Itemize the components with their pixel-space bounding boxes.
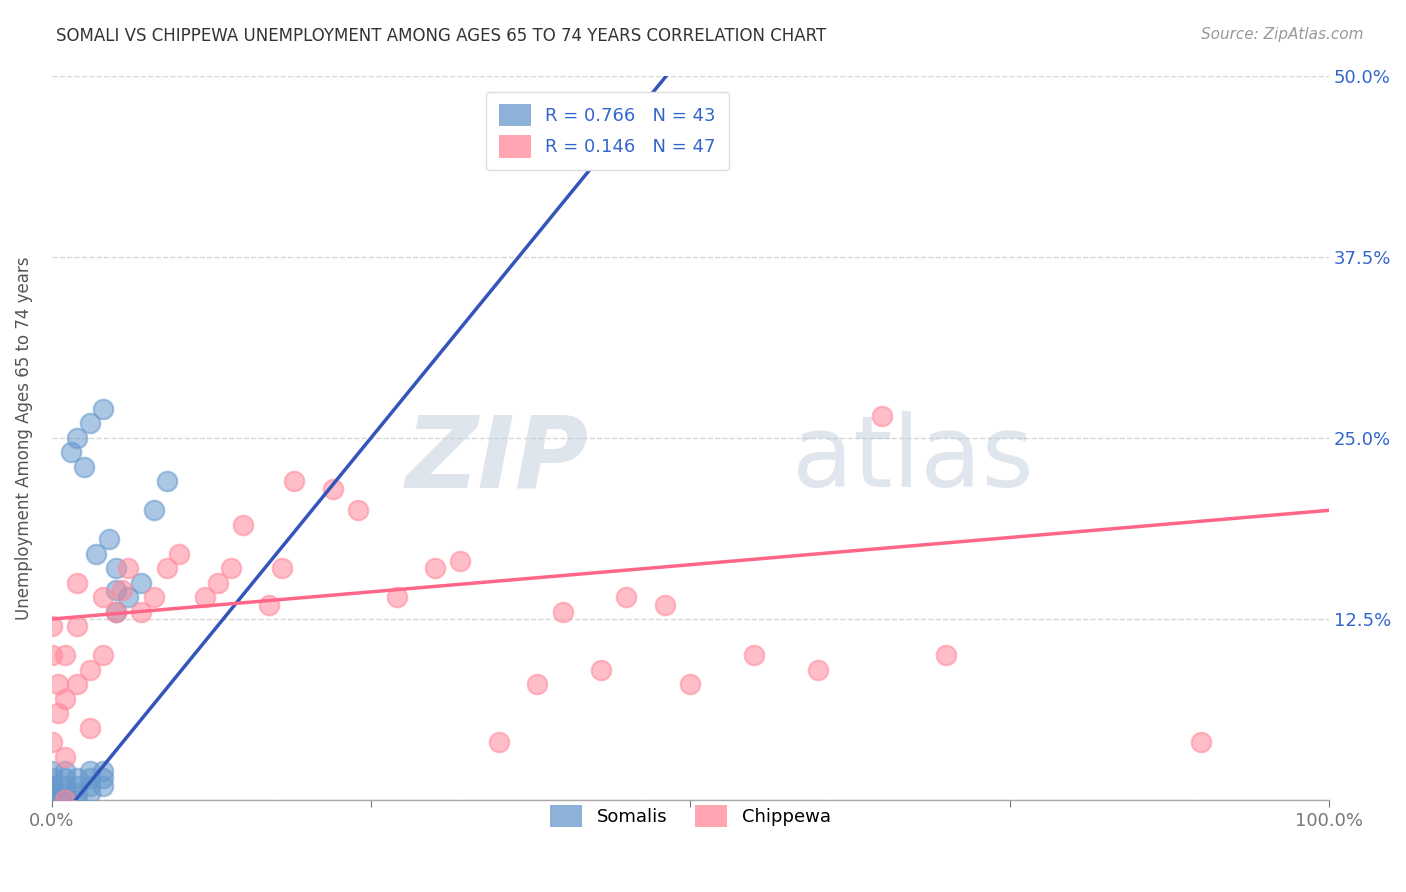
Point (66, 431, 89, 445)
Text: ZIP: ZIP (405, 411, 588, 508)
Point (156, 475, 179, 489)
Point (66, 575, 89, 590)
Point (423, 561, 446, 575)
Point (53, 793, 76, 807)
Point (589, 663, 612, 677)
Point (219, 561, 242, 575)
Point (654, 598, 676, 612)
Point (53, 749, 76, 764)
Point (232, 517, 254, 532)
Point (169, 547, 191, 561)
Point (41, 648, 63, 663)
Point (322, 482, 344, 496)
Point (156, 561, 179, 575)
Point (142, 591, 165, 605)
Point (270, 561, 292, 575)
Point (207, 575, 229, 590)
Point (46, 677, 69, 691)
Point (117, 561, 139, 575)
Point (129, 575, 152, 590)
Point (104, 605, 127, 619)
Point (53, 764, 76, 779)
Point (257, 598, 280, 612)
Point (616, 591, 638, 605)
Point (41, 772, 63, 786)
Point (66, 786, 89, 800)
Point (91, 401, 114, 416)
Point (66, 793, 89, 807)
Point (41, 793, 63, 807)
Point (551, 605, 574, 619)
Point (41, 779, 63, 793)
Point (742, 648, 765, 663)
Text: SOMALI VS CHIPPEWA UNEMPLOYMENT AMONG AGES 65 TO 74 YEARS CORRELATION CHART: SOMALI VS CHIPPEWA UNEMPLOYMENT AMONG AG… (56, 27, 827, 45)
Point (79, 663, 101, 677)
Point (347, 503, 370, 517)
Point (41, 793, 63, 807)
Point (41, 793, 63, 807)
Point (91, 591, 114, 605)
Point (79, 721, 101, 735)
Point (98, 533, 121, 547)
Point (129, 605, 152, 619)
Point (79, 772, 101, 786)
Point (488, 735, 510, 749)
Point (53, 793, 76, 807)
Point (194, 591, 217, 605)
Point (91, 779, 114, 793)
Point (41, 793, 63, 807)
Point (104, 582, 127, 597)
Point (53, 786, 76, 800)
Point (870, 409, 893, 424)
Point (79, 417, 101, 431)
Y-axis label: Unemployment Among Ages 65 to 74 years: Unemployment Among Ages 65 to 74 years (15, 256, 32, 620)
Point (53, 691, 76, 706)
Point (104, 605, 127, 619)
Point (142, 503, 165, 517)
Point (79, 779, 101, 793)
Point (41, 619, 63, 633)
Point (53, 648, 76, 663)
Point (104, 561, 127, 575)
Point (41, 786, 63, 800)
Point (66, 779, 89, 793)
Text: Source: ZipAtlas.com: Source: ZipAtlas.com (1201, 27, 1364, 42)
Point (53, 779, 76, 793)
Point (46, 706, 69, 721)
Point (79, 786, 101, 800)
Point (679, 677, 702, 691)
Point (91, 764, 114, 779)
Point (59, 445, 82, 459)
Point (41, 786, 63, 800)
Point (66, 619, 89, 633)
Point (91, 772, 114, 786)
Point (526, 677, 548, 691)
Point (66, 772, 89, 786)
Point (117, 591, 139, 605)
Point (41, 793, 63, 807)
Point (86, 547, 108, 561)
Point (41, 779, 63, 793)
Point (66, 677, 89, 691)
Point (41, 793, 63, 807)
Point (935, 648, 957, 663)
Point (91, 648, 114, 663)
Point (807, 663, 830, 677)
Point (73, 459, 96, 474)
Point (41, 764, 63, 779)
Text: atlas: atlas (793, 411, 1033, 508)
Point (53, 772, 76, 786)
Point (79, 764, 101, 779)
Point (385, 591, 408, 605)
Point (41, 735, 63, 749)
Legend: Somalis, Chippewa: Somalis, Chippewa (543, 798, 838, 835)
Point (449, 554, 471, 568)
Point (111, 582, 134, 597)
Point (283, 475, 305, 489)
Point (53, 793, 76, 807)
Point (1189, 735, 1212, 749)
